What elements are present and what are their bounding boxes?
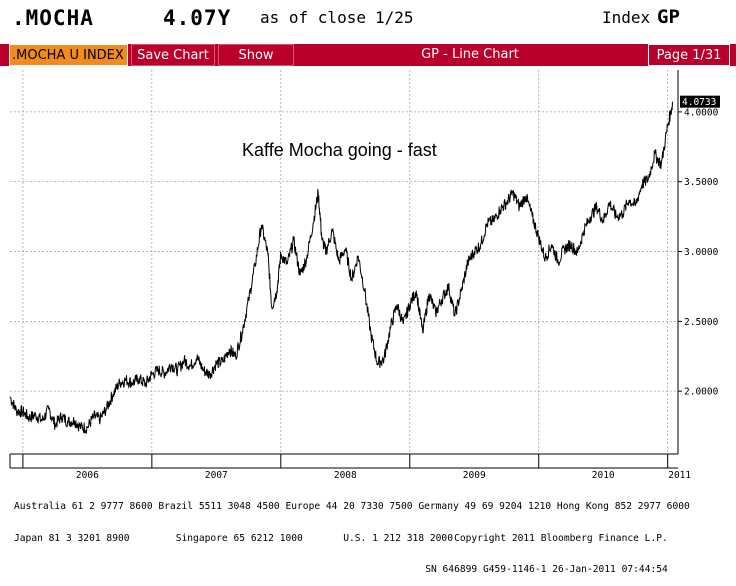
line-chart: Kaffe Mocha going - fast 2.0000 2.5000 3.0…	[9, 70, 720, 480]
chart-type-title: GP - Line Chart	[421, 47, 519, 62]
footer: Australia 61 2 9777 8600 Brazil 5511 304…	[14, 481, 690, 586]
last-price: 4.07Y	[163, 6, 232, 30]
x-tick-label: 2009	[463, 470, 486, 480]
y-tick-label: 2.5000	[684, 317, 719, 328]
last-value-tag: 4.0733	[680, 95, 720, 108]
y-tick-label: 4.0000	[684, 107, 719, 118]
security-field[interactable]: .MOCHA U INDEX	[9, 44, 128, 66]
x-axis-labels: 2006 2007 2008 2009 2010 2011	[76, 470, 691, 480]
y-axis-labels: 2.0000 2.5000 3.0000 3.5000 4.0000	[684, 107, 719, 397]
last-value-box	[680, 95, 720, 108]
as-of-label: as of close	[260, 8, 366, 27]
chart-axes	[9, 70, 682, 469]
y-tick-label: 3.5000	[684, 177, 719, 188]
header-bar: .MOCHA 4.07Y as of close 1/25 Index GP	[0, 0, 736, 44]
y-tick-label: 2.0000	[684, 387, 719, 398]
footer-line-2: Japan 81 3 3201 8900 Singapore 65 6212 1…	[14, 532, 668, 544]
page-indicator[interactable]: Page 1/31	[648, 44, 730, 66]
save-chart-button[interactable]: Save Chart	[131, 44, 215, 66]
x-tick-label: 2011	[668, 470, 691, 480]
chart-annotation: Kaffe Mocha going - fast	[242, 140, 437, 160]
chart-grid	[10, 70, 678, 454]
ticker-symbol: .MOCHA	[12, 6, 94, 30]
show-button[interactable]: Show	[218, 44, 294, 66]
function-code: GP	[657, 6, 680, 28]
x-tick-label: 2010	[592, 470, 615, 480]
last-value-label: 4.0733	[682, 97, 716, 108]
x-tick-label: 2007	[205, 470, 228, 480]
as-of-date: 1/25	[375, 8, 414, 27]
y-tick-label: 3.0000	[684, 247, 719, 258]
x-tick-label: 2006	[76, 470, 99, 480]
index-label: Index	[602, 8, 651, 27]
footer-line-1: Australia 61 2 9777 8600 Brazil 5511 304…	[14, 501, 690, 512]
function-toolbar: .MOCHA U INDEX Save Chart Show GP - Line…	[0, 44, 736, 66]
footer-line-3: SN 646899 G459-1146-1 26-Jan-2011 07:44:…	[425, 564, 668, 575]
x-tick-label: 2008	[334, 470, 357, 480]
series-line	[9, 101, 673, 434]
